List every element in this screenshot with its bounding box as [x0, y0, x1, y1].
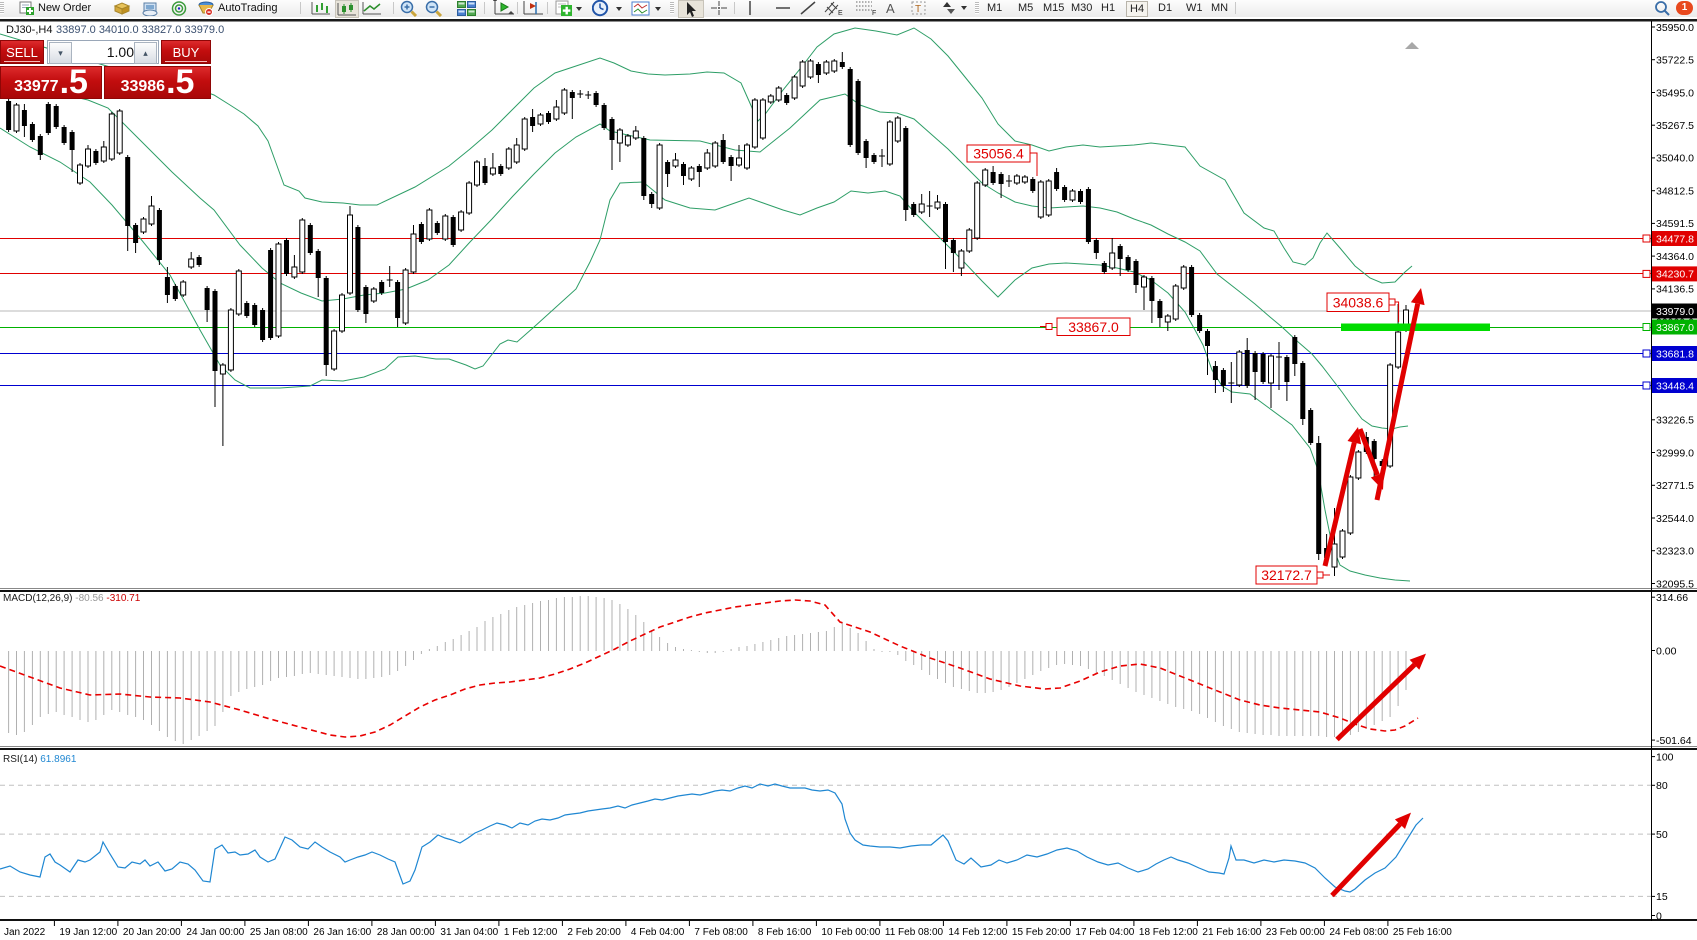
svg-text:18 Feb 12:00: 18 Feb 12:00 — [1139, 927, 1198, 938]
svg-text:24 Feb 08:00: 24 Feb 08:00 — [1329, 927, 1388, 938]
svg-text:0.00: 0.00 — [1656, 645, 1677, 657]
svg-text:35722.5: 35722.5 — [1656, 55, 1694, 67]
svg-text:33867.0: 33867.0 — [1068, 319, 1119, 335]
svg-text:2 Feb 20:00: 2 Feb 20:00 — [567, 927, 621, 938]
svg-text:50: 50 — [1656, 829, 1668, 841]
svg-text:34477.8: 34477.8 — [1656, 233, 1694, 245]
svg-text:14 Feb 12:00: 14 Feb 12:00 — [948, 927, 1007, 938]
svg-text:1 Feb 12:00: 1 Feb 12:00 — [504, 927, 558, 938]
svg-text:34136.5: 34136.5 — [1656, 284, 1694, 296]
svg-text:23 Feb 00:00: 23 Feb 00:00 — [1266, 927, 1325, 938]
svg-text:17 Feb 04:00: 17 Feb 04:00 — [1075, 927, 1134, 938]
svg-text:15: 15 — [1656, 891, 1668, 903]
svg-text:35495.0: 35495.0 — [1656, 87, 1694, 99]
svg-text:F: F — [872, 10, 876, 16]
svg-text:T: T — [915, 4, 921, 15]
svg-text:MACD(12,26,9) -80.56 -310.71: MACD(12,26,9) -80.56 -310.71 — [3, 593, 141, 604]
svg-text:34364.0: 34364.0 — [1656, 251, 1694, 263]
svg-text:20 Jan 20:00: 20 Jan 20:00 — [123, 927, 181, 938]
svg-text:35267.5: 35267.5 — [1656, 120, 1694, 132]
svg-text:32771.5: 32771.5 — [1656, 480, 1694, 492]
svg-text:8 Feb 16:00: 8 Feb 16:00 — [758, 927, 812, 938]
svg-text:80: 80 — [1656, 780, 1668, 792]
svg-text:34230.7: 34230.7 — [1656, 269, 1694, 281]
svg-text:32323.0: 32323.0 — [1656, 546, 1694, 558]
svg-text:32172.7: 32172.7 — [1261, 567, 1312, 583]
svg-text:A: A — [886, 1, 895, 16]
svg-text:21 Feb 16:00: 21 Feb 16:00 — [1202, 927, 1261, 938]
svg-text:24 Jan 00:00: 24 Jan 00:00 — [186, 927, 244, 938]
svg-text:25 Feb 16:00: 25 Feb 16:00 — [1393, 927, 1452, 938]
svg-text:314.66: 314.66 — [1656, 592, 1688, 604]
svg-text:28 Jan 00:00: 28 Jan 00:00 — [377, 927, 435, 938]
svg-text:25 Jan 08:00: 25 Jan 08:00 — [250, 927, 308, 938]
svg-text:10 Feb 00:00: 10 Feb 00:00 — [821, 927, 880, 938]
svg-text:Jan 2022: Jan 2022 — [4, 927, 46, 938]
svg-text:34591.5: 34591.5 — [1656, 218, 1694, 230]
svg-text:35950.0: 35950.0 — [1656, 22, 1694, 34]
svg-text:35040.0: 35040.0 — [1656, 153, 1694, 165]
svg-text:33226.5: 33226.5 — [1656, 415, 1694, 427]
svg-text:33448.4: 33448.4 — [1656, 380, 1694, 392]
svg-text:19 Jan 12:00: 19 Jan 12:00 — [59, 927, 117, 938]
svg-text:-501.64: -501.64 — [1656, 735, 1692, 747]
svg-text:15 Feb 20:00: 15 Feb 20:00 — [1012, 927, 1071, 938]
svg-text:11 Feb 08:00: 11 Feb 08:00 — [885, 927, 944, 938]
svg-text:33867.0: 33867.0 — [1656, 322, 1694, 334]
svg-text:32095.5: 32095.5 — [1656, 578, 1694, 590]
svg-text:35056.4: 35056.4 — [973, 146, 1024, 162]
svg-text:32544.0: 32544.0 — [1656, 513, 1694, 525]
svg-text:7 Feb 08:00: 7 Feb 08:00 — [694, 927, 748, 938]
svg-text:32999.0: 32999.0 — [1656, 447, 1694, 459]
svg-text:RSI(14) 61.8961: RSI(14) 61.8961 — [3, 754, 77, 765]
svg-text:DJ30-,H4: DJ30-,H4 — [6, 24, 52, 36]
svg-text:0: 0 — [1656, 910, 1662, 922]
svg-text:34038.6: 34038.6 — [1333, 294, 1384, 310]
svg-text:4 Feb 04:00: 4 Feb 04:00 — [631, 927, 685, 938]
svg-text:33897.0 34010.0 33827.0 33979.: 33897.0 34010.0 33827.0 33979.0 — [56, 24, 224, 36]
svg-text:33681.8: 33681.8 — [1656, 348, 1694, 360]
svg-text:100: 100 — [1656, 751, 1674, 763]
svg-text:34812.5: 34812.5 — [1656, 186, 1694, 198]
svg-text:31 Jan 04:00: 31 Jan 04:00 — [440, 927, 498, 938]
svg-text:E: E — [838, 10, 843, 16]
svg-text:33979.0: 33979.0 — [1656, 306, 1694, 318]
svg-text:26 Jan 16:00: 26 Jan 16:00 — [313, 927, 371, 938]
